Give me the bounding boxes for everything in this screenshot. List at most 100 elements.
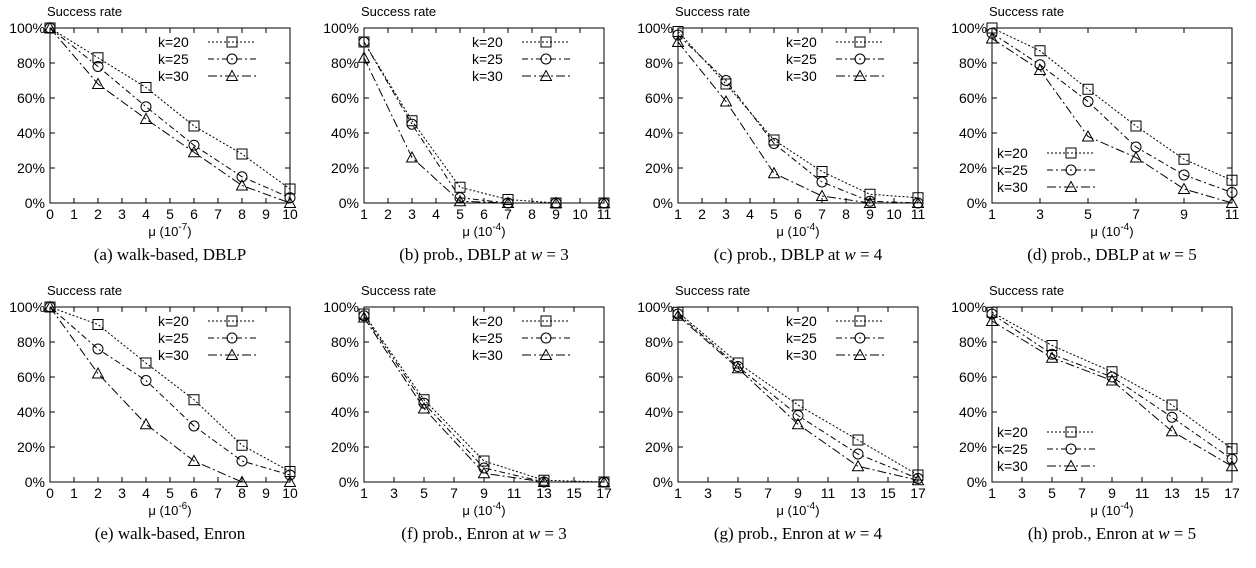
data-point-k=30: [501, 196, 515, 208]
legend-label: k=25: [786, 330, 817, 346]
data-point-k=30: [985, 314, 999, 326]
y-tick-label: 20%: [331, 160, 359, 176]
x-axis-title: μ (10-7): [148, 222, 191, 239]
x-tick-label: 3: [704, 485, 712, 501]
series-line-k=30: [49, 27, 291, 204]
x-tick-label: 13: [1164, 485, 1180, 501]
data-point-k=20: [792, 399, 804, 411]
x-axis-title-close: ): [501, 224, 505, 239]
x-tick-label: 3: [722, 206, 730, 222]
panel-caption: (e) walk-based, Enron: [95, 524, 246, 543]
data-point-k=25: [188, 420, 200, 432]
data-point-k=30: [549, 196, 563, 208]
caption-prefix: (g) prob., Enron at: [714, 524, 844, 543]
legend-marker: [1065, 443, 1077, 455]
data-point-k=25: [672, 29, 684, 41]
legend-label: k=25: [786, 51, 817, 67]
data-point-k=25: [732, 361, 744, 372]
data-point-k=25: [358, 36, 370, 48]
data-point-k=20: [1130, 120, 1142, 132]
plot-frame: [363, 27, 605, 204]
legend-label: k=25: [997, 441, 1028, 457]
data-point-k=20: [188, 120, 200, 132]
data-point-k=30: [139, 417, 153, 430]
data-point-k=30: [43, 300, 57, 312]
legend-label: k=20: [472, 313, 503, 329]
y-tick-label: 40%: [959, 404, 987, 420]
panel-caption: (h) prob., Enron at w = 5: [1028, 524, 1196, 543]
x-tick-label: 7: [214, 206, 222, 222]
y-tick-label: 0%: [339, 474, 359, 490]
data-point-k=30: [767, 166, 781, 179]
x-tick-label: 1: [360, 485, 368, 501]
data-point-k=25: [986, 308, 998, 320]
y-tick-label: 80%: [331, 334, 359, 350]
data-point-k=30: [357, 310, 371, 323]
legend-marker: [539, 348, 553, 360]
y-tick-label: 60%: [331, 90, 359, 106]
caption-suffix: = 4: [856, 245, 883, 264]
y-tick-label: 0%: [967, 195, 987, 211]
x-tick-label: 4: [142, 206, 150, 222]
x-tick-label: 9: [552, 206, 560, 222]
legend: k=20k=25k=30: [997, 145, 1095, 195]
data-point-k=20: [236, 439, 248, 451]
x-tick-label: 11: [1225, 206, 1240, 222]
series-line-k=20: [49, 306, 291, 472]
data-point-k=30: [187, 454, 201, 466]
data-point-k=30: [671, 35, 685, 47]
x-tick-label: 9: [480, 485, 488, 501]
x-axis-title-close: ): [1129, 224, 1133, 239]
x-tick-label: 6: [794, 206, 802, 222]
legend: k=20k=25k=30: [472, 34, 570, 84]
legend-marker: [226, 36, 238, 48]
series-line-k=30: [49, 306, 290, 483]
data-point-k=30: [1225, 459, 1239, 472]
y-tick-label: 20%: [959, 160, 987, 176]
x-tick-label: 5: [770, 206, 778, 222]
caption-prefix: (b) prob., DBLP at: [399, 245, 531, 264]
x-axis-title: μ (10-4): [1090, 501, 1133, 518]
data-point-k=30: [1033, 63, 1047, 75]
data-point-k=30: [1129, 150, 1143, 163]
data-point-k=30: [91, 77, 105, 89]
x-tick-label: 1: [360, 206, 368, 222]
legend-marker: [540, 36, 552, 48]
legend-marker: [1065, 164, 1077, 176]
series-line-k=30: [677, 41, 918, 204]
series-line-k=30: [991, 38, 1233, 204]
y-tick-label: 60%: [331, 369, 359, 385]
data-point-k=30: [405, 150, 419, 163]
data-point-k=25: [1166, 411, 1178, 423]
x-tick-label: 7: [1132, 206, 1140, 222]
y-axis-title: Success rate: [47, 283, 122, 298]
y-tick-label: 100%: [637, 299, 673, 315]
caption-variable: w: [1158, 524, 1170, 543]
x-axis-title-close: ): [187, 503, 191, 518]
x-tick-label: 9: [866, 206, 874, 222]
x-axis-title-base: μ (10: [148, 224, 178, 239]
data-point-k=20: [864, 188, 876, 200]
x-tick-label: 15: [566, 485, 582, 501]
legend-marker: [1064, 459, 1078, 471]
legend-marker: [226, 315, 238, 327]
data-point-k=20: [732, 357, 744, 369]
x-axis-title-close: ): [501, 503, 505, 518]
y-tick-label: 40%: [17, 125, 45, 141]
caption-suffix: = 3: [542, 245, 569, 264]
data-point-k=25: [92, 61, 104, 72]
x-tick-label: 7: [764, 485, 772, 501]
y-tick-label: 100%: [951, 299, 987, 315]
x-axis-title-exponent: -4: [1120, 222, 1129, 233]
legend: k=20k=25k=30: [786, 34, 884, 84]
legend-label: k=30: [472, 347, 503, 363]
x-tick-label: 9: [794, 485, 802, 501]
x-axis-title-base: μ (10: [148, 503, 178, 518]
x-tick-label: 4: [746, 206, 754, 222]
y-tick-label: 80%: [331, 55, 359, 71]
y-axis-title: Success rate: [47, 4, 122, 19]
